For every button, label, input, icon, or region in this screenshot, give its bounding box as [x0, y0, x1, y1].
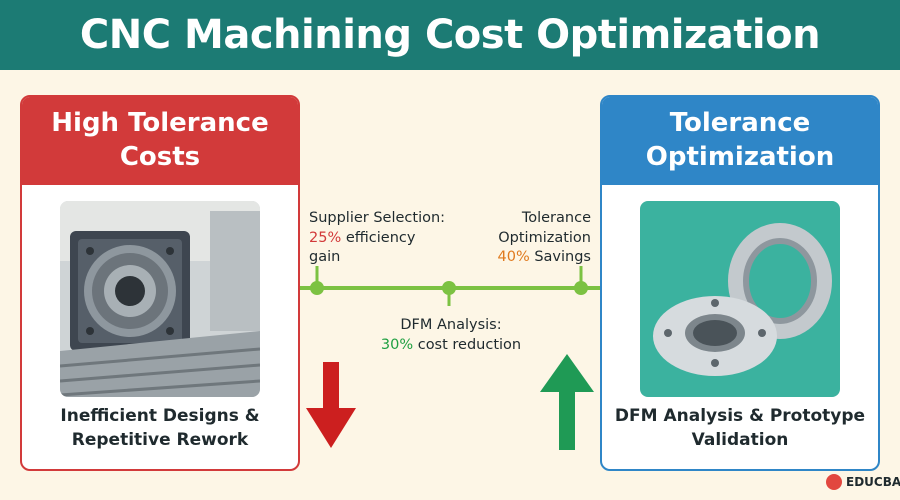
up-arrow-icon [540, 354, 594, 450]
timeline-node [574, 281, 588, 295]
educba-logo-icon [826, 474, 842, 490]
milestone-dfm-analysis: DFM Analysis: 30% cost reduction [380, 317, 522, 353]
page-title: CNC Machining Cost Optimization [79, 12, 821, 58]
timeline-node [310, 281, 324, 295]
timeline-node [442, 281, 456, 295]
down-arrow-icon [306, 362, 356, 448]
brand-logo: EDUCBA [826, 474, 900, 490]
card-heading: Tolerance Optimization [602, 97, 878, 185]
tolerance-optimization-card: Tolerance Optimization DFM Analysis & Pr… [600, 95, 880, 471]
milestone-tolerance-optimization: Tolerance Optimization 40% Savings [497, 210, 592, 266]
title-banner: CNC Machining Cost Optimization [0, 0, 900, 70]
milestone-supplier-selection: Supplier Selection: 25% efficiency gain [309, 210, 446, 266]
card-caption: Inefficient Designs & Repetitive Rework [60, 406, 260, 450]
cnc-machine-image [60, 201, 260, 397]
machined-rings-image [640, 201, 840, 397]
card-caption: DFM Analysis & Prototype Validation [614, 406, 866, 450]
high-tolerance-card: High Tolerance Costs Inefficient Designs… [20, 95, 300, 471]
card-heading: High Tolerance Costs [22, 97, 298, 185]
